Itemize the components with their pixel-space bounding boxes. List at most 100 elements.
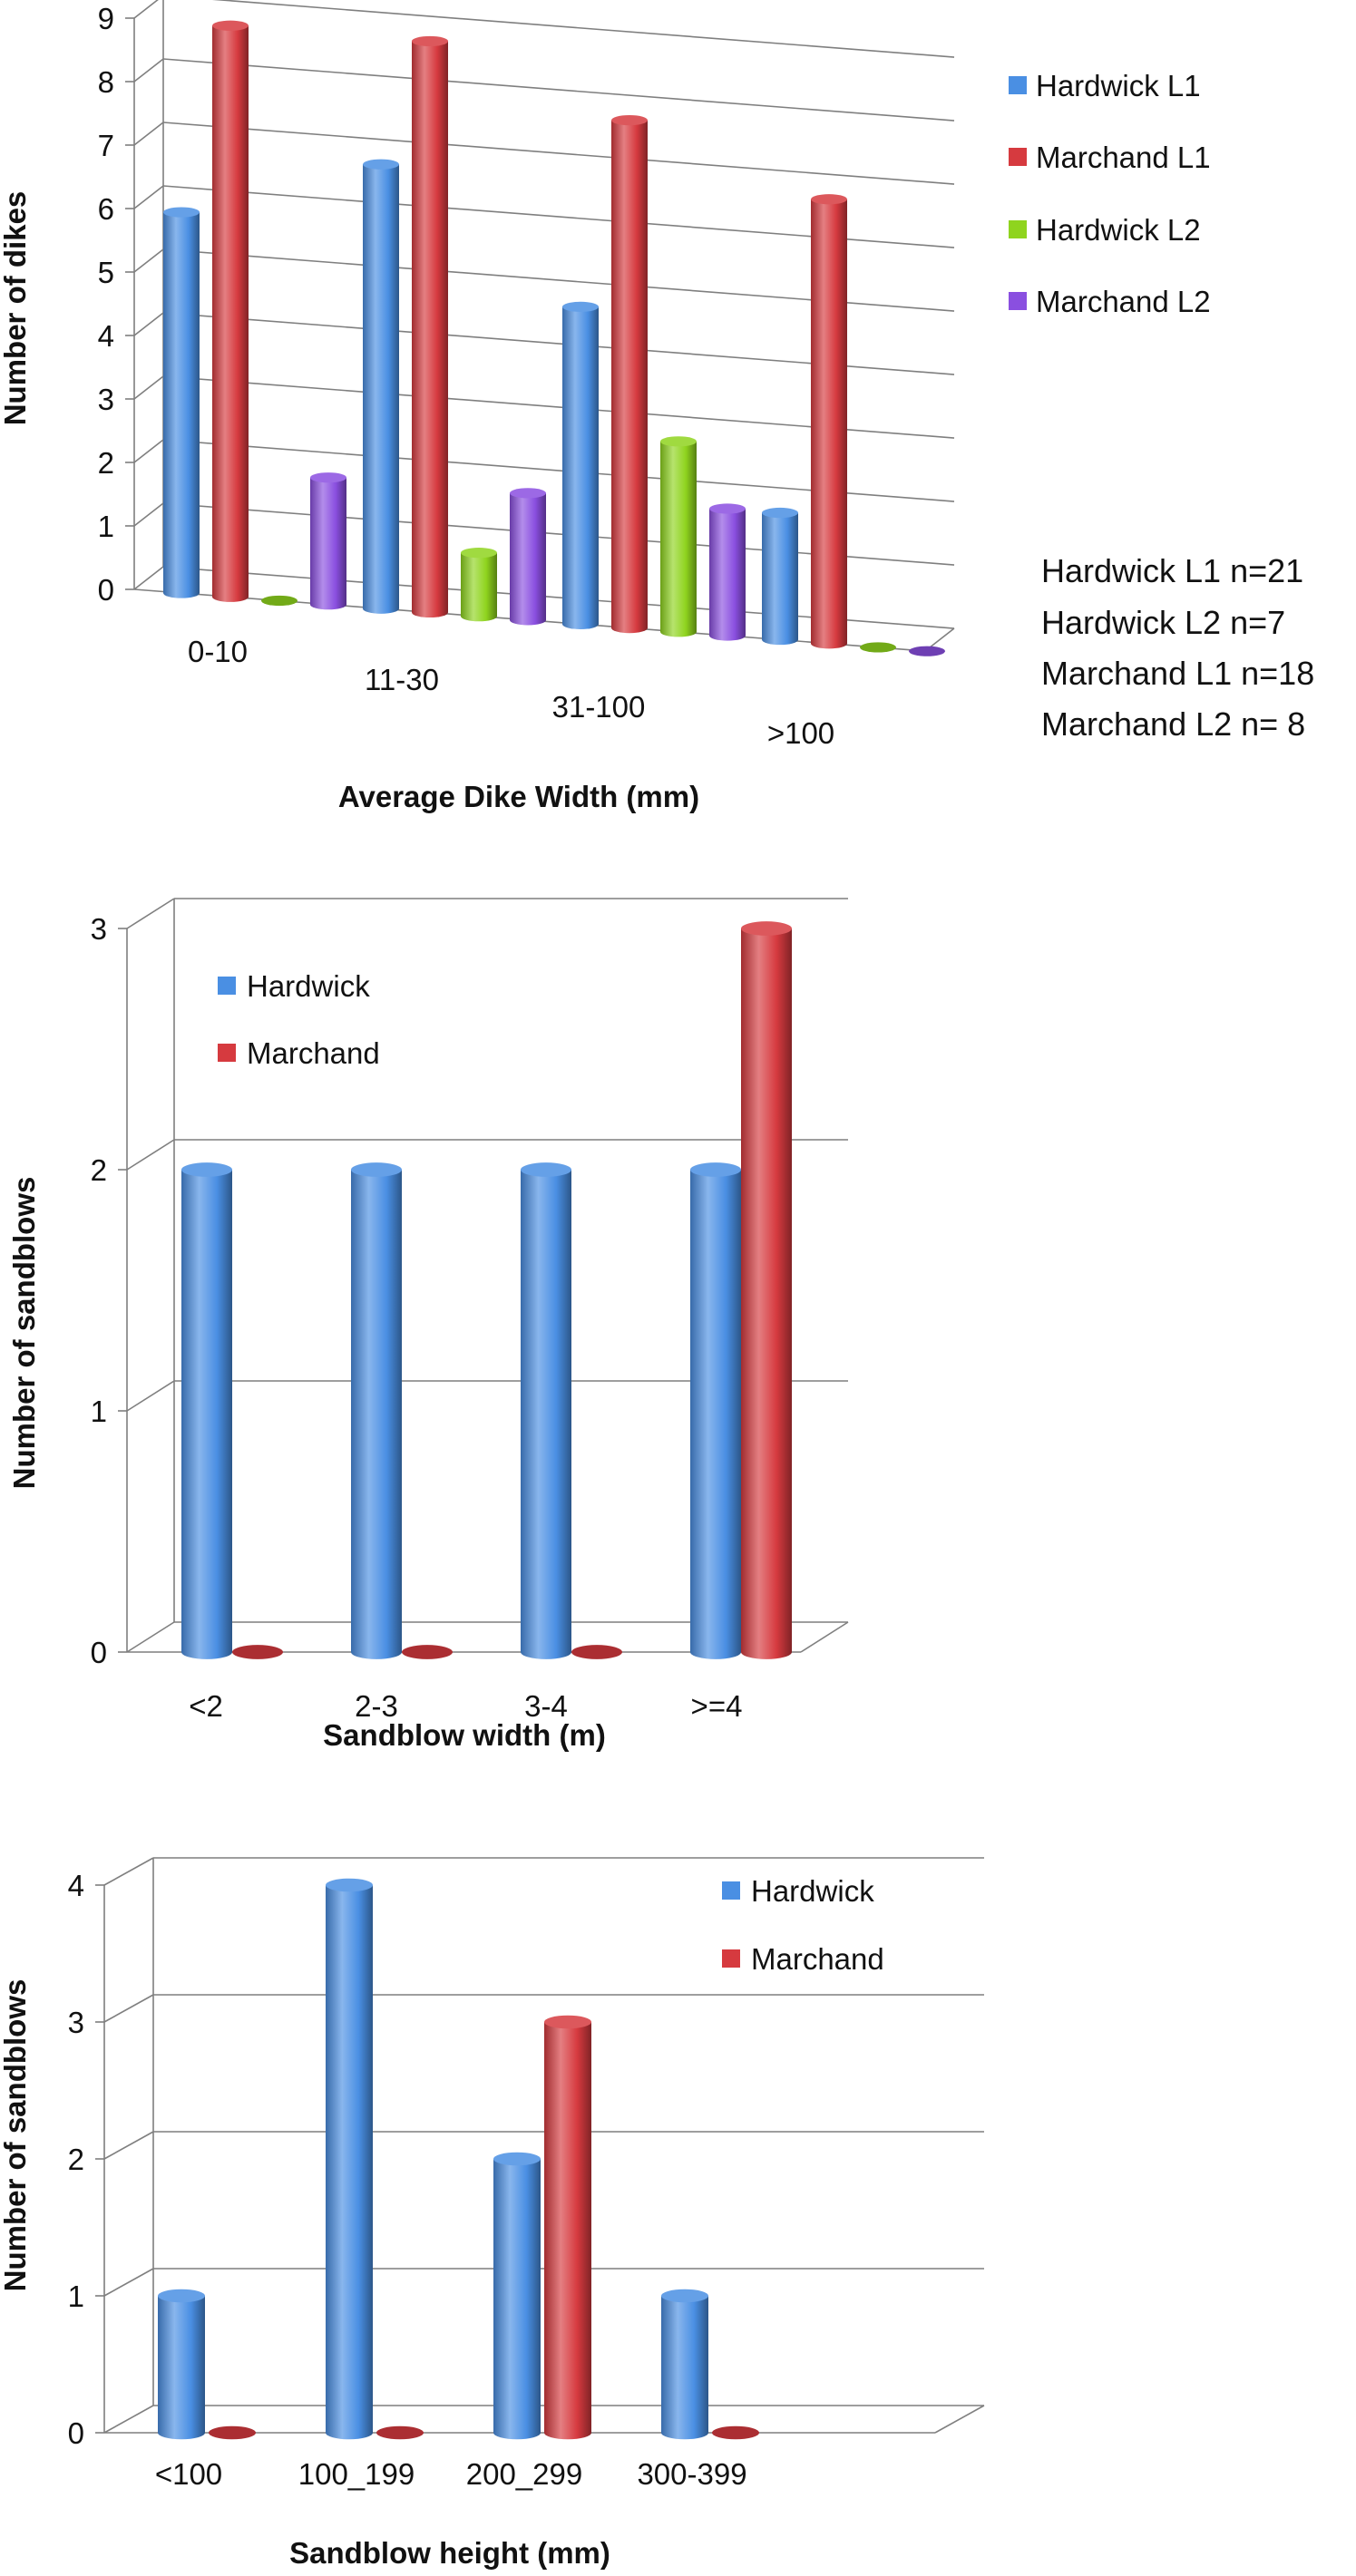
legend-swatch-marchand-l1	[1009, 148, 1027, 166]
chart3-legend: Hardwick Marchand	[722, 1874, 884, 1976]
sandblow-height-chart: 0 1 2 3 4 <100 100_199 200_299 300-399 Sandb…	[0, 1857, 985, 2570]
chart2-y-tick-0: 0	[91, 1636, 107, 1669]
bar-marchand-l1-0	[212, 20, 249, 602]
chart2-x-tick-1: 2-3	[355, 1689, 398, 1723]
legend-label-hardwick: Hardwick	[247, 969, 370, 1003]
legend-swatch-hardwick	[722, 1881, 740, 1900]
bar-marchand-l1-2	[611, 114, 648, 634]
gridline-back-7	[133, 122, 164, 146]
chart3-y-tick-4: 4	[68, 1869, 84, 1902]
gridline-back-0	[126, 1621, 175, 1653]
legend-label-hardwick: Hardwick	[751, 1874, 874, 1908]
gridline-back-0	[133, 566, 164, 590]
bar-marchand-0	[209, 2425, 256, 2440]
gridline-back-1	[133, 502, 164, 527]
chart3-x-tick-0: <100	[155, 2457, 222, 2491]
chart1-y-tick-5: 5	[98, 256, 114, 289]
chart1-x-tick-1: 11-30	[365, 663, 439, 696]
bar-marchand-l2-0	[310, 472, 346, 610]
chart1-y-axis-label: Number of dikes	[0, 191, 32, 426]
chart3-x-tick-1: 100_199	[298, 2457, 415, 2491]
legend-swatch-hardwick-l1	[1009, 76, 1027, 94]
chart1-y-tick-1: 1	[98, 510, 114, 543]
bar-hardwick-l1-2	[562, 301, 599, 629]
legend-label-marchand-l2: Marchand L2	[1036, 285, 1211, 318]
chart2-x-tick-2: 3-4	[524, 1689, 568, 1723]
bar-hardwick-3	[661, 2289, 708, 2440]
chart2-gridlines	[126, 898, 849, 1653]
gridline-back-9	[133, 0, 159, 19]
chart2-bars	[181, 921, 793, 1659]
sample-size-marchand-l1: Marchand L1 n=18	[1041, 655, 1314, 692]
gridline-back-4	[133, 312, 164, 336]
chart3-y-tick-1: 1	[68, 2280, 84, 2313]
chart1-x-tick-3: >100	[767, 716, 834, 750]
bar-hardwick-3	[690, 1162, 741, 1659]
chart1-y-ticks: 0 1 2 3 4 5 6 7 8 9	[98, 2, 134, 607]
chart1-y-tick-0: 0	[98, 573, 114, 607]
chart1-bars	[163, 20, 945, 656]
chart2-x-tick-0: <2	[189, 1689, 223, 1723]
legend-swatch-marchand-l2	[1009, 292, 1027, 310]
chart1-legend: Hardwick L1 Marchand L1 Hardwick L2 Marc…	[1009, 69, 1211, 318]
chart1-sample-sizes: Hardwick L1 n=21 Hardwick L2 n=7 Marchan…	[1041, 552, 1314, 743]
bar-hardwick-2	[521, 1162, 571, 1659]
sample-size-hardwick-l1: Hardwick L1 n=21	[1041, 552, 1303, 589]
bar-hardwick-0	[158, 2289, 206, 2440]
gridline-8	[162, 58, 955, 122]
bar-marchand-3	[741, 921, 793, 1659]
bar-hardwick-1	[326, 1878, 373, 2440]
legend-swatch-hardwick	[218, 977, 236, 995]
chart2-legend: Hardwick Marchand	[218, 969, 380, 1070]
gridline-back-5	[133, 248, 164, 273]
legend-swatch-marchand	[218, 1044, 236, 1062]
chart3-x-tick-3: 300-399	[637, 2457, 746, 2491]
chart3-bars	[158, 1878, 759, 2440]
chart2-y-axis-label: Number of sandblows	[7, 1177, 41, 1490]
bar-marchand-l2-2	[709, 503, 746, 641]
chart1-y-tick-9: 9	[98, 2, 114, 35]
chart1-y-tick-7: 7	[98, 129, 114, 162]
chart3-x-tick-2: 200_299	[466, 2457, 582, 2491]
bar-marchand-l1-3	[811, 194, 847, 649]
gridline-back-4	[103, 1857, 154, 1886]
chart1-y-tick-2: 2	[98, 446, 114, 480]
bar-marchand-l2-3	[909, 646, 945, 656]
legend-label-marchand-l1: Marchand L1	[1036, 141, 1211, 174]
bar-marchand-2	[571, 1645, 622, 1659]
bar-hardwick-l2-2	[660, 436, 697, 637]
legend-label-hardwick-l1: Hardwick L1	[1036, 69, 1201, 102]
chart3-y-ticks: 0 1 2 3 4	[68, 1869, 104, 2450]
legend-swatch-hardwick-l2	[1009, 220, 1027, 238]
chart1-y-tick-4: 4	[98, 319, 114, 353]
chart2-y-tick-3: 3	[91, 912, 107, 946]
chart2-x-ticks: <2 2-3 3-4 >=4	[189, 1689, 742, 1723]
gridline-back-6	[133, 185, 164, 209]
chart1-y-tick-3: 3	[98, 383, 114, 416]
gridline-7	[162, 122, 955, 185]
gridline-back-2	[126, 1139, 175, 1171]
legend-label-marchand: Marchand	[751, 1942, 884, 1976]
legend-label-hardwick-l2: Hardwick L2	[1036, 213, 1201, 247]
floor-right-edge	[934, 2405, 985, 2434]
bar-marchand-1	[376, 2425, 424, 2440]
bar-marchand-2	[544, 2015, 591, 2440]
gridline-back-3	[133, 375, 164, 400]
bar-marchand-3	[712, 2425, 759, 2440]
chart1-y-tick-8: 8	[98, 65, 114, 99]
chart1-x-ticks: 0-10 11-30 31-100 >100	[188, 635, 834, 750]
bar-hardwick-l1-3	[762, 507, 798, 646]
legend-swatch-marchand	[722, 1949, 740, 1968]
chart2-x-tick-3: >=4	[691, 1689, 743, 1723]
sample-size-hardwick-l2: Hardwick L2 n=7	[1041, 604, 1285, 641]
chart2-y-tick-2: 2	[91, 1153, 107, 1187]
chart2-y-tick-1: 1	[91, 1395, 107, 1428]
gridline-9	[211, 0, 955, 58]
bar-hardwick-l1-0	[163, 207, 200, 598]
gridline-back-0	[103, 2405, 154, 2434]
chart2-x-axis-label: Sandblow width (m)	[323, 1718, 606, 1752]
bar-marchand-l1-1	[412, 35, 448, 618]
bar-hardwick-l2-1	[461, 548, 497, 622]
sandblow-width-chart: 0 1 2 3 <2 2-3 3-4 >=4 Sandblow width (m) N…	[7, 898, 849, 1752]
